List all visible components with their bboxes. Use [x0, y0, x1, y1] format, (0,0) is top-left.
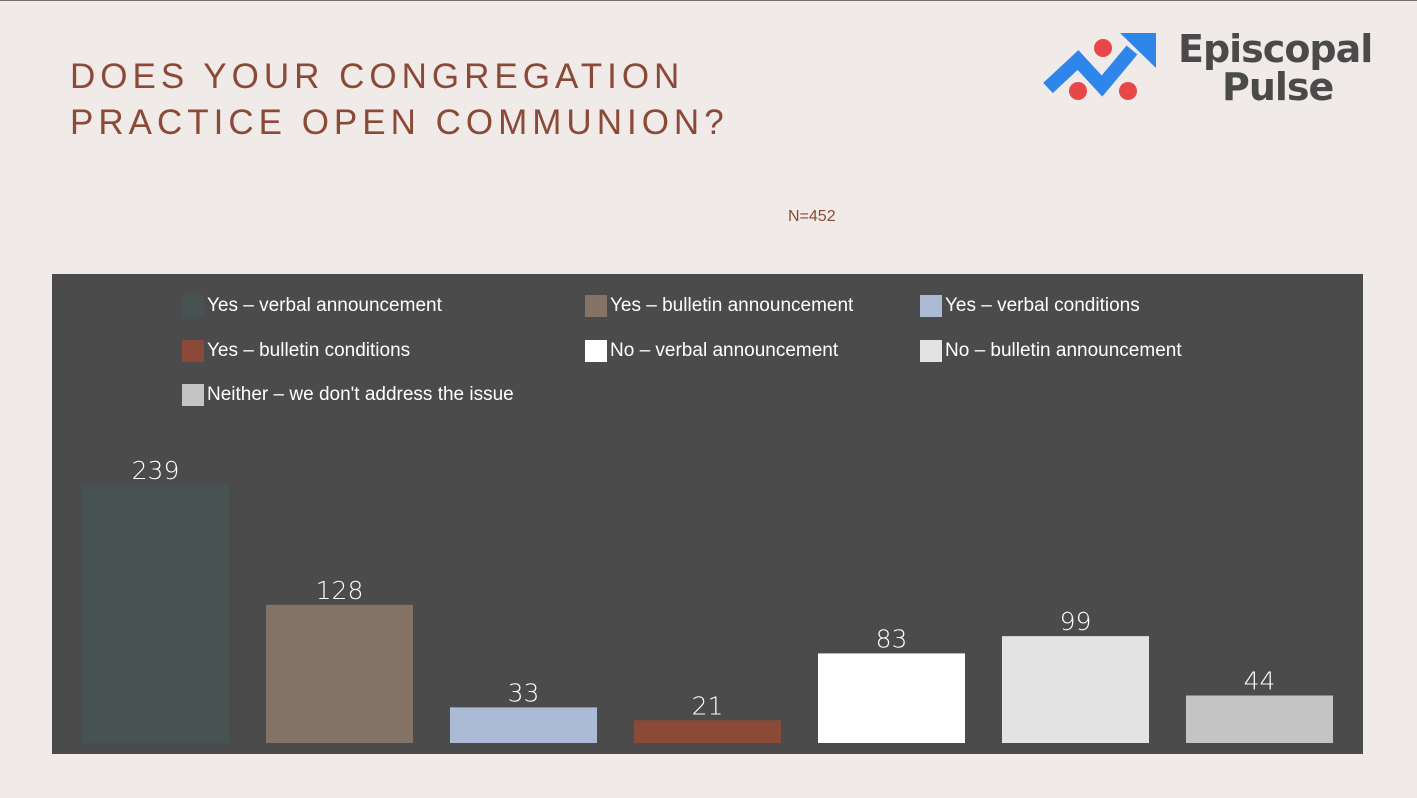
legend-label: Yes – bulletin conditions	[207, 340, 411, 361]
logo-wordmark: Episcopal Pulse	[1178, 27, 1373, 109]
bar	[266, 604, 413, 743]
page-title: DOES YOUR CONGREGATION PRACTICE OPEN COM…	[70, 54, 729, 146]
legend-label: Yes – verbal announcement	[207, 295, 442, 316]
bar	[82, 485, 229, 743]
legend-swatch	[182, 295, 204, 317]
bar-chart: 239 128 33 21 83 99 44	[82, 456, 1333, 743]
legend-item: Yes – verbal conditions	[920, 295, 1140, 317]
legend-swatch	[182, 384, 204, 406]
title-line-1: DOES YOUR CONGREGATION	[70, 57, 685, 96]
legend-item: Yes – bulletin announcement	[585, 295, 853, 317]
bar	[634, 720, 781, 743]
legend-label: No – bulletin announcement	[945, 340, 1182, 361]
title-line-2: PRACTICE OPEN COMMUNION?	[70, 103, 729, 142]
legend-item: Neither – we don't address the issue	[182, 384, 514, 406]
legend-label: Yes – verbal conditions	[945, 295, 1140, 316]
logo: Episcopal Pulse	[1040, 28, 1380, 108]
bar-value-label: 21	[692, 691, 724, 720]
logo-line-2: Pulse	[1222, 65, 1334, 109]
legend-label: Neither – we don't address the issue	[207, 384, 514, 405]
bar	[450, 707, 597, 743]
bar-value-label: 128	[316, 576, 364, 605]
legend-swatch	[920, 295, 942, 317]
bar	[1002, 636, 1149, 743]
legend-item: No – bulletin announcement	[920, 340, 1182, 362]
bar-value-label: 44	[1244, 667, 1276, 696]
legend-item: No – verbal announcement	[585, 340, 838, 362]
legend-label: Yes – bulletin announcement	[610, 295, 854, 316]
bar-value-label: 33	[508, 678, 540, 707]
bar-value-label: 99	[1060, 607, 1092, 636]
legend-label: No – verbal announcement	[610, 340, 839, 361]
chart-panel: Yes – verbal announcement Yes – bulletin …	[52, 274, 1363, 754]
legend-item: Yes – bulletin conditions	[182, 340, 410, 362]
sample-size-label: N=452	[788, 208, 836, 225]
legend-swatch	[585, 295, 607, 317]
trending-up-arrow-icon	[1043, 33, 1156, 100]
bar-value-label: 83	[876, 624, 908, 653]
top-border	[0, 0, 1417, 1]
bar-value-label: 239	[132, 456, 180, 485]
bar	[1186, 695, 1333, 743]
logo-line-1: Episcopal	[1178, 27, 1373, 71]
legend-item: Yes – verbal announcement	[182, 295, 442, 317]
bar	[818, 653, 965, 743]
legend-swatch	[920, 340, 942, 362]
legend-swatch	[182, 340, 204, 362]
legend-swatch	[585, 340, 607, 362]
